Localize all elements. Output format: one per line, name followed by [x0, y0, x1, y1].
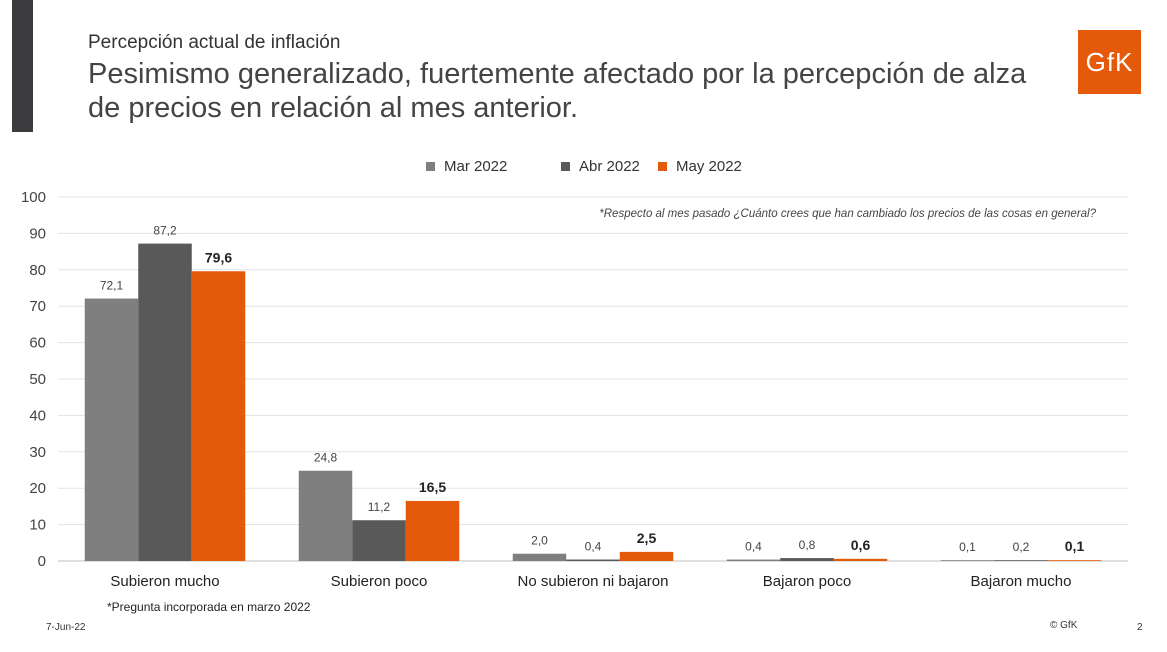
legend-swatch-may	[658, 162, 667, 171]
gfk-logo: GfK	[1078, 30, 1141, 94]
bar	[1047, 560, 1102, 561]
page-number: 2	[1137, 622, 1143, 633]
bar	[726, 559, 781, 561]
data-label: 0,8	[799, 538, 816, 552]
x-category-label: Subieron mucho	[110, 573, 219, 590]
data-label: 2,5	[637, 530, 657, 546]
legend-item-mar: Mar 2022	[426, 158, 507, 175]
data-label: 0,6	[851, 537, 871, 553]
slide-date: 7-Jun-22	[46, 622, 86, 633]
data-label: 0,4	[585, 540, 602, 554]
bar	[352, 520, 406, 561]
data-label: 0,1	[959, 540, 976, 554]
y-tick-label: 90	[29, 225, 46, 242]
y-tick-label: 0	[38, 553, 46, 570]
legend-label-mar: Mar 2022	[444, 158, 508, 175]
slide-subtitle: Percepción actual de inflación	[88, 32, 341, 53]
bar	[138, 243, 192, 562]
legend-swatch-mar	[426, 162, 435, 171]
legend-item-abr: Abr 2022	[561, 158, 640, 175]
slide-title: Pesimismo generalizado, fuertemente afec…	[88, 58, 1027, 124]
legend-item-may: May 2022	[658, 158, 742, 175]
x-category-label: Bajaron poco	[763, 573, 851, 590]
x-category-label: Subieron poco	[331, 573, 428, 590]
data-label: 0,1	[1065, 538, 1085, 554]
bar	[566, 559, 620, 561]
y-tick-label: 40	[29, 407, 46, 424]
bar	[994, 560, 1048, 561]
legend-label-may: May 2022	[676, 158, 742, 175]
bar	[940, 560, 995, 561]
bar	[405, 500, 460, 561]
data-label: 87,2	[153, 224, 177, 238]
data-label: 16,5	[419, 479, 446, 495]
footnote: *Pregunta incorporada en marzo 2022	[107, 600, 311, 614]
data-label: 11,2	[368, 500, 391, 514]
bar	[298, 470, 353, 561]
chart-legend: Mar 2022 Abr 2022 May 2022	[0, 158, 1167, 178]
legend-label-abr: Abr 2022	[579, 158, 640, 175]
data-label: 0,4	[745, 540, 762, 554]
x-category-label: No subieron ni bajaron	[518, 573, 669, 590]
y-tick-label: 60	[29, 335, 46, 352]
side-accent-bar	[12, 0, 33, 132]
data-label: 72,1	[100, 279, 124, 293]
x-category-label: Bajaron mucho	[971, 573, 1072, 590]
y-tick-label: 20	[29, 480, 46, 497]
legend-swatch-abr	[561, 162, 570, 171]
data-label: 2,0	[531, 534, 548, 548]
bar	[619, 551, 674, 561]
bar	[780, 558, 834, 561]
data-label: 24,8	[314, 451, 338, 465]
y-tick-label: 100	[21, 189, 46, 206]
y-tick-label: 50	[29, 371, 46, 388]
bar	[833, 558, 888, 561]
copyright: © GfK	[1050, 620, 1078, 631]
data-label: 79,6	[205, 249, 232, 265]
data-label: 0,2	[1013, 540, 1030, 554]
bar	[191, 271, 246, 561]
y-tick-label: 70	[29, 298, 46, 315]
y-tick-label: 30	[29, 444, 46, 461]
bar	[84, 298, 139, 561]
y-tick-label: 80	[29, 262, 46, 279]
chart-annotation: *Respecto al mes pasado ¿Cuánto crees qu…	[599, 208, 1096, 220]
y-tick-label: 10	[29, 517, 46, 534]
gfk-logo-text: GfK	[1085, 46, 1134, 77]
bar	[512, 553, 567, 561]
